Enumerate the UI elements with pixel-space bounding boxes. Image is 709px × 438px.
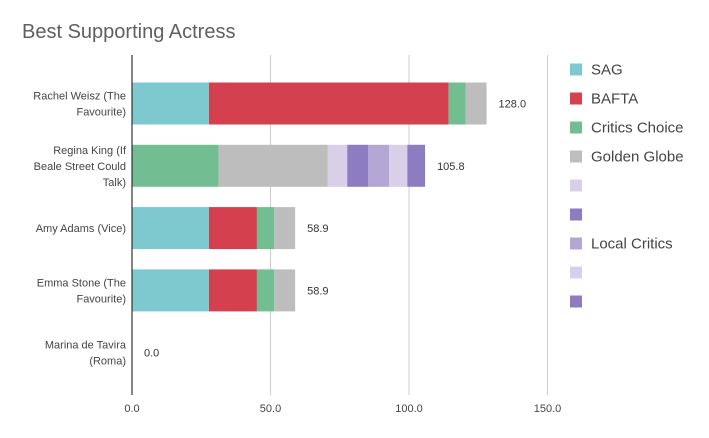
bar-segment	[274, 207, 296, 250]
bar-segment	[132, 207, 210, 250]
category-label-line: Talk)	[103, 177, 126, 189]
bar-segment	[448, 82, 466, 125]
bar-segment	[274, 269, 296, 312]
legend-swatch[interactable]	[570, 150, 582, 163]
bar-segment	[256, 207, 275, 250]
x-tick-label: 100.0	[395, 403, 423, 415]
bar-segment	[209, 82, 449, 125]
category-label: Regina King (If Beale Street Could Talk)	[34, 145, 127, 189]
category-label: Emma Stone (The Favourite)	[37, 277, 126, 305]
legend-swatch[interactable]	[570, 63, 582, 76]
category-label-line: Beale Street Could	[34, 161, 126, 173]
legend-swatch[interactable]	[570, 237, 582, 250]
bar-segment	[132, 269, 210, 312]
legend-label[interactable]: SAG	[591, 62, 623, 79]
x-tick-label: 150.0	[534, 403, 562, 415]
legend-swatch[interactable]	[570, 179, 582, 192]
bar-segment	[327, 144, 348, 187]
bar-segment	[218, 144, 328, 187]
legend-label[interactable]: BAFTA	[591, 91, 638, 108]
bar-segment	[209, 269, 257, 312]
category-label-line: Emma Stone (The	[37, 277, 126, 289]
bar-segment	[256, 269, 275, 312]
category-label: Marina de Tavira (Roma)	[45, 340, 127, 368]
legend-label[interactable]: Local Critics	[591, 236, 673, 253]
total-label: 58.9	[307, 285, 328, 297]
category-label-line: Marina de Tavira	[45, 340, 127, 352]
bar-segment	[132, 82, 210, 125]
category-label-line: Amy Adams (Vice)	[36, 223, 126, 235]
legend-swatch[interactable]	[570, 208, 582, 221]
total-label: 128.0	[499, 99, 527, 111]
legend-label[interactable]: Critics Choice	[591, 120, 684, 137]
category-label-line: Favourite)	[76, 107, 126, 119]
x-tick-label: 0.0	[124, 403, 139, 415]
total-label: 58.9	[307, 223, 328, 235]
legend-label[interactable]: Golden Globe	[591, 149, 684, 166]
bar-segment	[132, 144, 219, 187]
category-label-line: Favourite)	[76, 293, 126, 305]
legend-swatch[interactable]	[570, 295, 582, 308]
bar-segment	[368, 144, 390, 187]
bar-segment	[407, 144, 426, 187]
category-label-line: (Roma)	[89, 356, 126, 368]
total-label: 0.0	[144, 348, 159, 360]
bar-segment	[209, 207, 257, 250]
legend-swatch[interactable]	[570, 121, 582, 134]
total-label: 105.8	[437, 161, 465, 173]
category-label-line: Rachel Weisz (The	[33, 91, 126, 103]
legend-swatch[interactable]	[570, 266, 582, 279]
bar-segment	[389, 144, 408, 187]
x-tick-label: 50.0	[260, 403, 281, 415]
bar-segment	[465, 82, 487, 125]
chart-title: Best Supporting Actress	[22, 21, 236, 43]
category-label-line: Regina King (If	[53, 145, 127, 157]
category-label: Amy Adams (Vice)	[36, 223, 126, 235]
category-label: Rachel Weisz (The Favourite)	[33, 91, 126, 119]
legend-swatch[interactable]	[570, 92, 582, 105]
bar-segment	[347, 144, 369, 187]
